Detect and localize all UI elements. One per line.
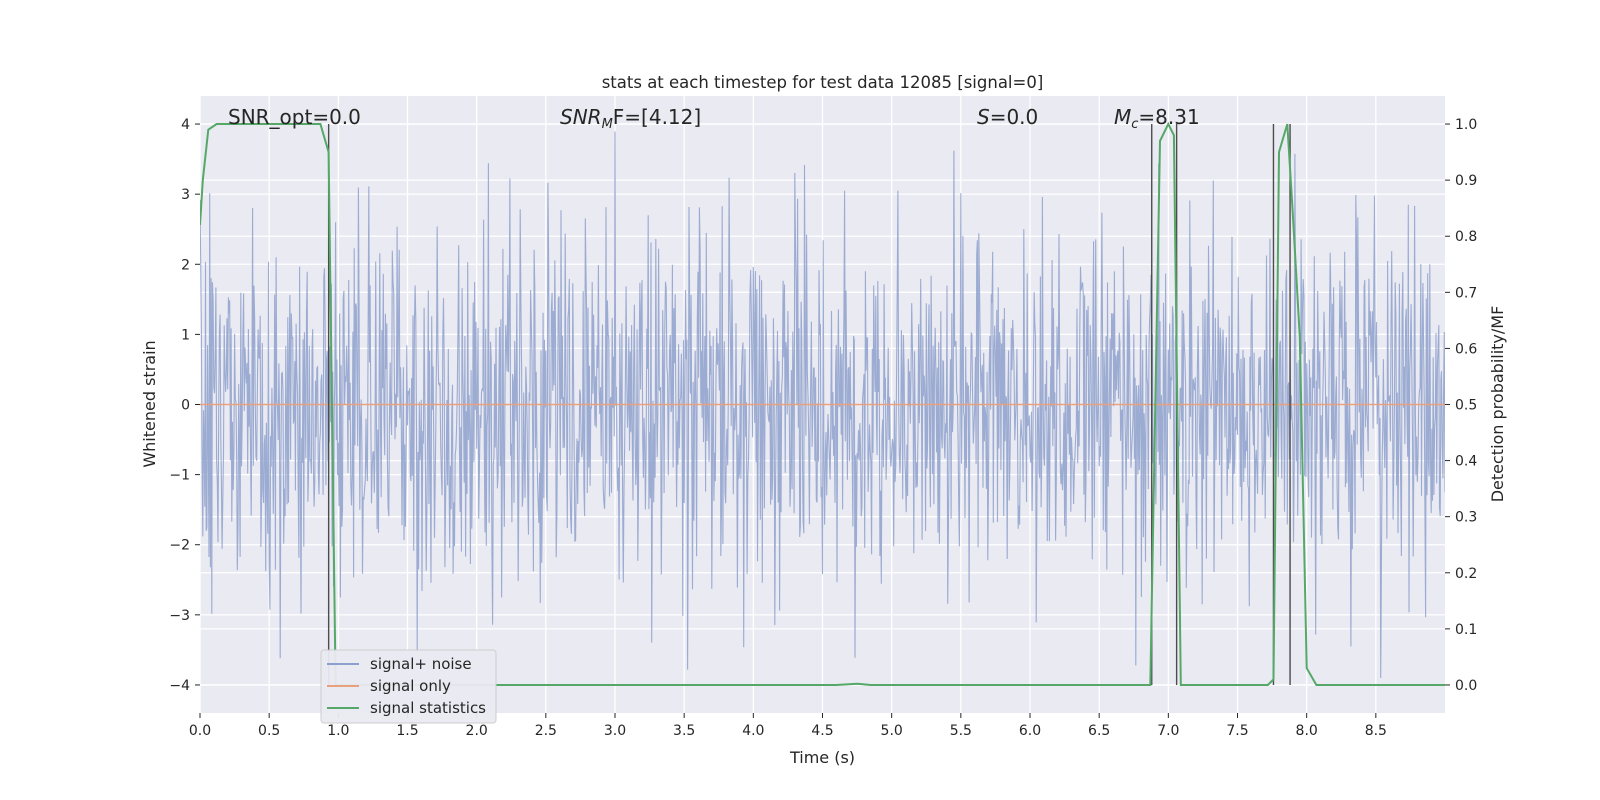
y-axis-label: Whitened strain: [140, 340, 159, 467]
y2-tick-label: 0.3: [1455, 510, 1477, 526]
legend: signal+ noise signal only signal statistic…: [320, 649, 497, 724]
y2-tick-label: 0.0: [1455, 678, 1477, 694]
x-tick-label: 7.5: [1226, 723, 1248, 739]
annotation-text: SNR_opt=0.0: [228, 105, 361, 129]
y-tick-label: −4: [169, 678, 190, 694]
annotation-prefix: SNR_opt=0.0: [228, 105, 361, 129]
annotation-symbol: SNR: [560, 105, 602, 129]
axes-layer: 0.0 0.5 1.0 1.5 2.0 2.5 3.0 3.5 4.0 4.5 5.0 5.5 6.0 6…: [169, 117, 1477, 739]
series-signal-noise: [200, 131, 1445, 678]
legend-label: signal only: [370, 677, 451, 695]
series-signal-statistics: [200, 121, 1445, 686]
annotation-suffix: =0.0: [990, 105, 1039, 129]
y2-tick-label: 0.2: [1455, 566, 1477, 582]
x-tick-label: 2.5: [535, 723, 557, 739]
annotation-text: SNRMF=[4.12]: [560, 105, 701, 132]
x-tick-label: 5.0: [881, 723, 903, 739]
y2-tick-label: 0.5: [1455, 398, 1477, 414]
y2-tick-label: 1.0: [1455, 117, 1477, 133]
x-tick-label: 1.5: [396, 723, 418, 739]
x-axis-label: Time (s): [789, 748, 855, 767]
y2-axis-label: Detection probability/MF: [1488, 306, 1507, 503]
x-tick-label: 3.0: [604, 723, 626, 739]
annotation-symbol: S: [977, 105, 990, 129]
y-tick-label: 3: [181, 187, 190, 203]
x-tick-label: 4.0: [742, 723, 764, 739]
x-tick-label: 3.5: [673, 723, 695, 739]
x-tick-label: 5.5: [950, 723, 972, 739]
x-tick-label: 0.5: [258, 723, 280, 739]
annotation-text: Mc=8.31: [1114, 105, 1200, 132]
annotation-symbol: M: [1114, 105, 1131, 129]
y-tick-label: −1: [169, 468, 190, 484]
y-tick-label: 0: [181, 398, 190, 414]
x-tick-label: 2.0: [466, 723, 488, 739]
y-tick-label: 2: [181, 257, 190, 273]
y-tick-label: 1: [181, 327, 190, 343]
y2-tick-label: 0.9: [1455, 173, 1477, 189]
chart-title: stats at each timestep for test data 120…: [602, 73, 1044, 92]
y-tick-label: 4: [181, 117, 190, 133]
x-tick-label: 7.0: [1157, 723, 1179, 739]
annotation-subscript: c: [1131, 117, 1138, 132]
x-tick-label: 0.0: [189, 723, 211, 739]
y2-tick-label: 0.4: [1455, 454, 1477, 470]
x-tick-label: 6.0: [1019, 723, 1041, 739]
annotation-suffix: F=[4.12]: [613, 105, 701, 129]
y2-tick-label: 0.6: [1455, 341, 1477, 357]
x-tick-label: 1.0: [327, 723, 349, 739]
y-tick-label: −3: [169, 608, 190, 624]
annotation-suffix: =8.31: [1138, 105, 1199, 129]
y2-tick-label: 0.7: [1455, 285, 1477, 301]
annotations: SNR_opt=0.0 SNRMF=[4.12] S=0.0 Mc=8.31: [228, 105, 1200, 132]
x-tick-label: 8.5: [1365, 723, 1387, 739]
legend-label: signal statistics: [370, 699, 486, 717]
annotation-text: S=0.0: [977, 105, 1038, 129]
series-layer: [200, 121, 1445, 686]
legend-box: [320, 649, 497, 724]
legend-label: signal+ noise: [370, 655, 472, 673]
y-tick-label: −2: [169, 538, 190, 554]
x-tick-label: 6.5: [1088, 723, 1110, 739]
x-tick-label: 4.5: [811, 723, 833, 739]
y2-tick-label: 0.8: [1455, 229, 1477, 245]
x-tick-label: 8.0: [1296, 723, 1318, 739]
annotation-subscript: M: [602, 117, 613, 132]
y2-tick-label: 0.1: [1455, 622, 1477, 638]
